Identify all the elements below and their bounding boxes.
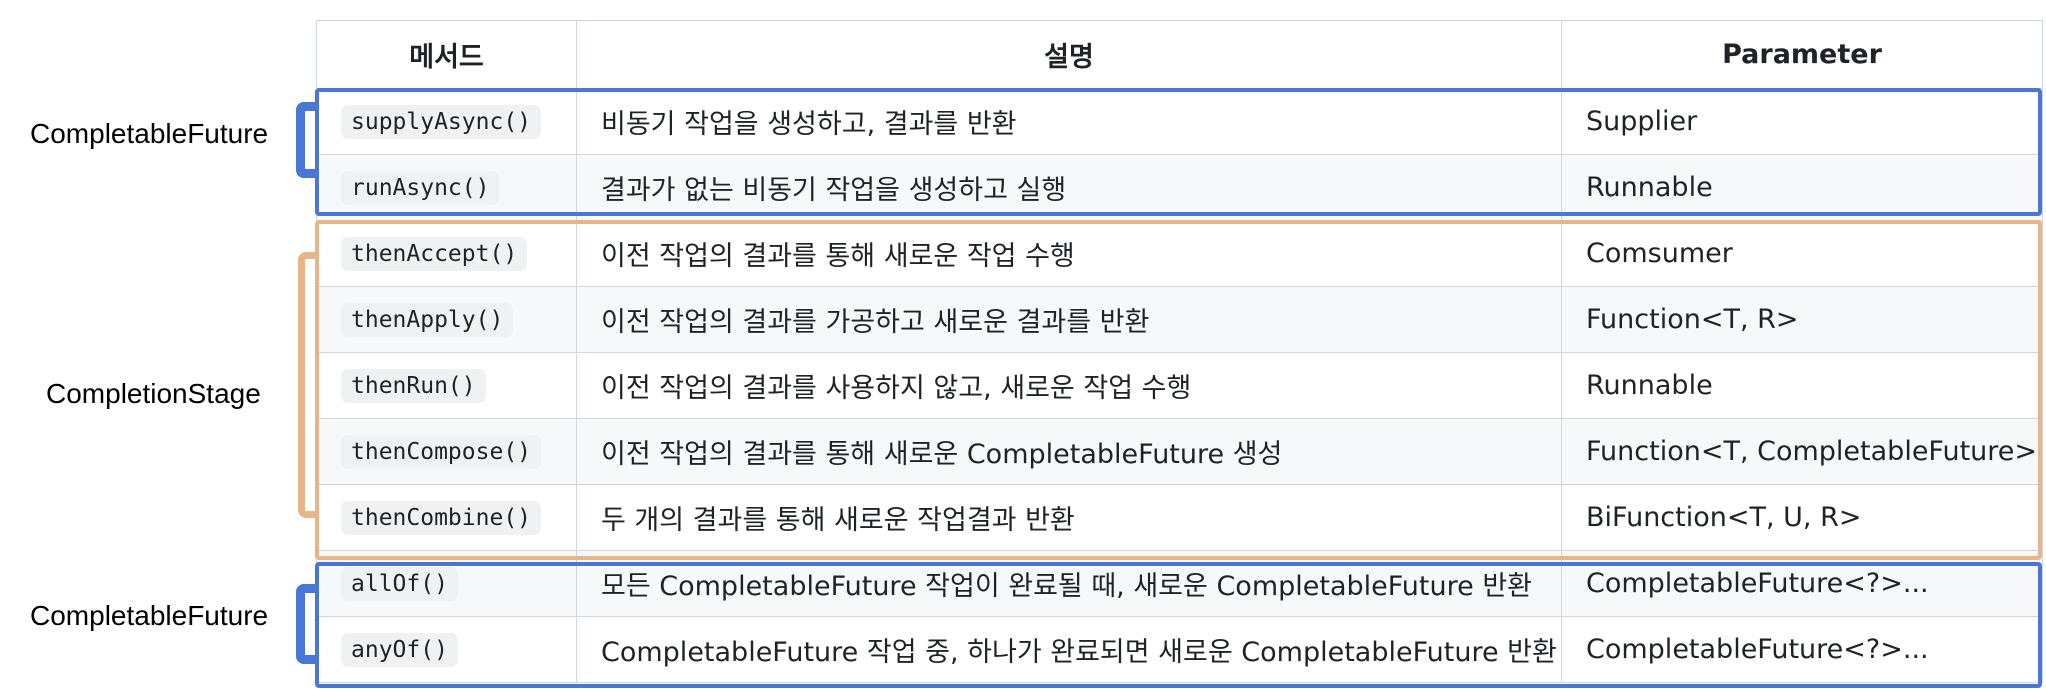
bracket-completablefuture-top: [296, 102, 316, 178]
description-cell: 이전 작업의 결과를 가공하고 새로운 결과를 반환: [576, 286, 1562, 353]
description-cell: 이전 작업의 결과를 통해 새로운 작업 수행: [576, 220, 1562, 287]
bracket-completionstage: [298, 252, 318, 518]
method-cell: thenApply(): [316, 286, 577, 353]
header-parameter: Parameter: [1561, 20, 2043, 89]
method-table: 메서드 설명 Parameter supplyAsync() 비동기 작업을 생…: [316, 20, 2043, 683]
parameter-cell: Runnable: [1561, 154, 2043, 221]
header-description: 설명: [576, 20, 1562, 89]
parameter-cell: Function<T, R>: [1561, 286, 2043, 353]
method-code: runAsync(): [341, 170, 500, 205]
method-cell: thenAccept(): [316, 220, 577, 287]
method-code: thenCombine(): [341, 500, 542, 535]
description-cell: 이전 작업의 결과를 사용하지 않고, 새로운 작업 수행: [576, 352, 1562, 419]
description-cell: 비동기 작업을 생성하고, 결과를 반환: [576, 88, 1562, 155]
method-cell: allOf(): [316, 550, 577, 617]
table-row: anyOf() CompletableFuture 작업 중, 하나가 완료되면…: [316, 616, 2043, 683]
header-method: 메서드: [316, 20, 577, 89]
table-row: allOf() 모든 CompletableFuture 작업이 완료될 때, …: [316, 550, 2043, 617]
method-cell: thenRun(): [316, 352, 577, 419]
table-row: thenCombine() 두 개의 결과를 통해 새로운 작업결과 반환 Bi…: [316, 484, 2043, 551]
group-label-completionstage: CompletionStage: [46, 378, 261, 409]
method-code: thenApply(): [341, 302, 514, 337]
description-cell: 이전 작업의 결과를 통해 새로운 CompletableFuture 생성: [576, 418, 1562, 485]
table-row: supplyAsync() 비동기 작업을 생성하고, 결과를 반환 Suppl…: [316, 88, 2043, 155]
group-label-completablefuture-bottom: CompletableFuture: [30, 600, 269, 631]
method-code: supplyAsync(): [341, 104, 542, 139]
method-code: thenAccept(): [341, 236, 528, 271]
method-code: allOf(): [341, 566, 458, 601]
parameter-cell: CompletableFuture<?>...: [1561, 616, 2043, 683]
method-code: anyOf(): [341, 632, 458, 667]
table-row: thenCompose() 이전 작업의 결과를 통해 새로운 Completa…: [316, 418, 2043, 485]
method-code: thenCompose(): [341, 434, 542, 469]
parameter-cell: Comsumer: [1561, 220, 2043, 287]
method-cell: anyOf(): [316, 616, 577, 683]
parameter-cell: Supplier: [1561, 88, 2043, 155]
method-cell: supplyAsync(): [316, 88, 577, 155]
table-row: thenAccept() 이전 작업의 결과를 통해 새로운 작업 수행 Com…: [316, 220, 2043, 287]
table-row: thenApply() 이전 작업의 결과를 가공하고 새로운 결과를 반환 F…: [316, 286, 2043, 353]
parameter-cell: BiFunction<T, U, R>: [1561, 484, 2043, 551]
parameter-cell: CompletableFuture<?>...: [1561, 550, 2043, 617]
method-cell: thenCombine(): [316, 484, 577, 551]
bracket-completablefuture-bottom: [296, 584, 316, 664]
description-cell: 모든 CompletableFuture 작업이 완료될 때, 새로운 Comp…: [576, 550, 1562, 617]
table-header-row: 메서드 설명 Parameter: [316, 20, 2043, 89]
parameter-cell: Function<T, CompletableFuture>: [1561, 418, 2043, 485]
table-row: runAsync() 결과가 없는 비동기 작업을 생성하고 실행 Runnab…: [316, 154, 2043, 221]
method-cell: thenCompose(): [316, 418, 577, 485]
table-row: thenRun() 이전 작업의 결과를 사용하지 않고, 새로운 작업 수행 …: [316, 352, 2043, 419]
description-cell: CompletableFuture 작업 중, 하나가 완료되면 새로운 Com…: [576, 616, 1562, 683]
method-cell: runAsync(): [316, 154, 577, 221]
group-label-completablefuture-top: CompletableFuture: [30, 118, 269, 149]
description-cell: 두 개의 결과를 통해 새로운 작업결과 반환: [576, 484, 1562, 551]
description-cell: 결과가 없는 비동기 작업을 생성하고 실행: [576, 154, 1562, 221]
method-code: thenRun(): [341, 368, 486, 403]
parameter-cell: Runnable: [1561, 352, 2043, 419]
